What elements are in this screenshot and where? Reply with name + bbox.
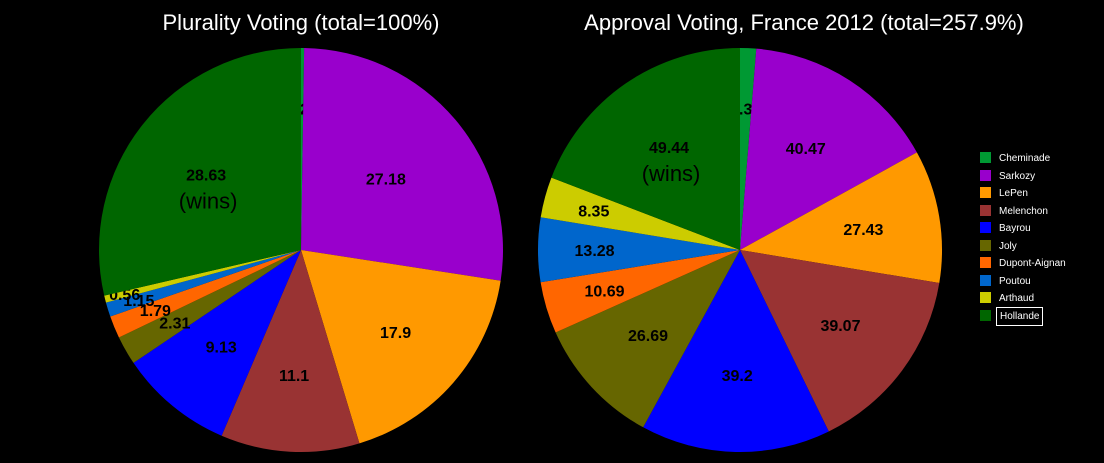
winner-note: (wins) — [642, 161, 701, 186]
legend-label: Sarkozy — [999, 170, 1036, 182]
legend-label: Arthaud — [999, 293, 1035, 304]
pie-slice-bayrou — [643, 250, 829, 453]
pie-slice-sarkozy — [740, 48, 917, 250]
legend-swatch — [980, 204, 991, 216]
legend-label: Cheminade — [999, 153, 1051, 164]
pie-slice-hollande — [98, 48, 301, 296]
legend-label: Dupont-Aignan — [999, 258, 1066, 269]
pie-slice-melenchon — [221, 250, 360, 452]
slice-label-joly: 26.69 — [628, 328, 668, 345]
legend-swatch — [980, 274, 991, 286]
legend-swatch — [980, 152, 991, 163]
legend-swatch — [980, 222, 991, 233]
legend-swatch — [980, 187, 991, 198]
pie-slice-dupont-aignan — [110, 250, 301, 338]
pie-slice-lepen — [740, 152, 943, 283]
slice-label-sarkozy: 40.47 — [786, 141, 826, 158]
pie-slice-cheminade — [301, 48, 305, 250]
pie-slice-lepen — [301, 250, 501, 444]
legend-swatch — [980, 257, 991, 268]
slice-label-poutou: 1.15 — [123, 293, 154, 310]
pie-slice-melenchon — [740, 250, 940, 432]
slice-label-melenchon: 11.1 — [279, 368, 309, 385]
slice-label-dupont-aignan: 10.69 — [585, 284, 625, 301]
legend-swatch — [980, 239, 991, 251]
slice-label-poutou: 13.28 — [575, 243, 615, 260]
winner-note: (wins) — [179, 189, 238, 214]
slice-label-sarkozy: 27.18 — [366, 171, 406, 188]
pie-slice-hollande — [551, 47, 740, 250]
legend-label: LePen — [999, 188, 1028, 199]
legend-label: Bayrou — [999, 223, 1031, 234]
slice-label-melenchon: 39.07 — [820, 318, 860, 335]
slice-label-dupont-aignan: 1.79 — [140, 303, 171, 320]
slice-label-lepen: 17.9 — [380, 325, 411, 342]
legend-swatch — [980, 309, 991, 321]
slice-label-joly: 2.31 — [159, 315, 190, 332]
pie-slice-poutou — [538, 217, 740, 283]
pie-slice-arthaud — [540, 177, 740, 250]
pie-slice-cheminade — [740, 48, 757, 250]
pie-slice-bayrou — [133, 250, 301, 436]
slice-label-hollande: 49.44 — [649, 140, 689, 157]
legend-swatch — [980, 169, 991, 181]
slice-label-bayrou: 9.13 — [206, 340, 237, 357]
legend-label: Hollande — [996, 306, 1044, 326]
legend-label: Joly — [999, 240, 1017, 252]
approval-pie: 3.3240.4727.4339.0739.226.6910.6913.288.… — [538, 47, 943, 453]
pie-slice-sarkozy — [301, 48, 503, 281]
slice-label-arthaud: 8.35 — [578, 203, 609, 220]
pie-slice-dupont-aignan — [540, 250, 740, 333]
legend-label: Poutou — [999, 275, 1031, 287]
plurality-chart-title: Plurality Voting (total=100%) — [163, 10, 440, 35]
pie-slice-arthaud — [104, 250, 301, 303]
pie-slice-joly — [118, 250, 301, 363]
approval-chart-title: Approval Voting, France 2012 (total=257.… — [584, 10, 1024, 35]
pie-slice-poutou — [105, 250, 301, 317]
slice-label-bayrou: 39.2 — [722, 368, 753, 385]
legend-swatch — [980, 292, 991, 303]
pie-slice-joly — [555, 250, 740, 428]
legend-label: Melenchon — [999, 205, 1048, 217]
plurality-pie: 0.2527.1817.911.19.132.311.791.150.5628.… — [98, 48, 503, 452]
slice-label-lepen: 27.43 — [843, 222, 883, 239]
slice-label-hollande: 28.63 — [186, 168, 226, 185]
